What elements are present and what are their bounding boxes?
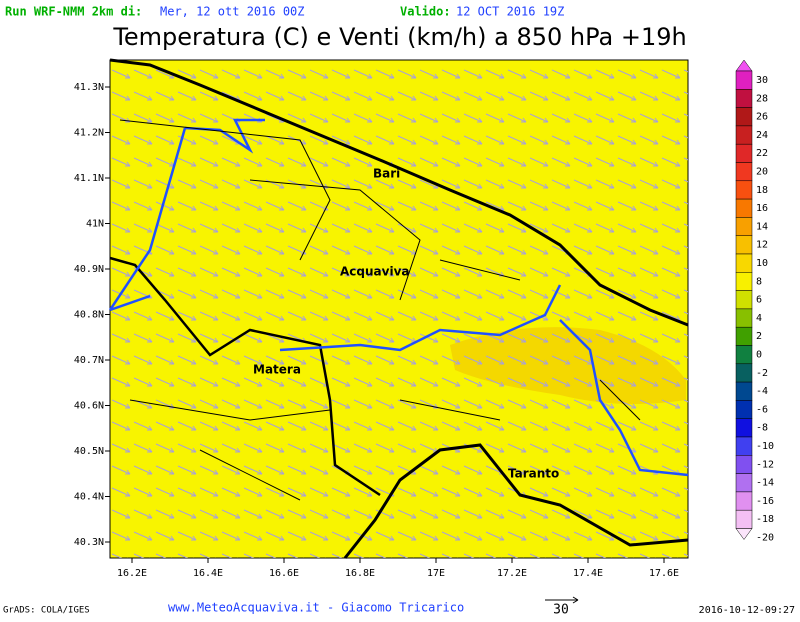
y-tick-label: 40.5N [74,446,104,457]
colorbar-label: 8 [756,276,762,287]
colorbar-label: -8 [756,423,768,434]
colorbar-box [735,326,753,346]
colorbar-box [735,400,753,419]
colorbar-label: -16 [756,496,774,507]
colorbar-box [735,125,753,145]
y-tick-label: 40.9N [74,264,104,275]
y-tick-label: 40.7N [74,355,104,366]
valid-label: Valido: [400,5,451,19]
title: Temperatura (C) e Venti (km/h) a 850 hPa… [112,23,686,51]
colorbar-label: -2 [756,368,768,379]
colorbar-box [735,363,753,383]
coastline-south [343,443,689,559]
colorbar-box [735,491,753,511]
colorbar-label: -14 [756,478,774,489]
colorbar-label: 26 [756,112,768,123]
city-label: Acquaviva [340,265,410,279]
colorbar-box [735,381,753,401]
colorbar-box [735,70,753,90]
colorbar-label: 12 [756,240,768,251]
colorbar-label: 22 [756,148,768,159]
colorbar-label: -18 [756,514,774,525]
y-tick-label: 40.8N [74,310,104,321]
colorbar: 302826242220181614121086420-2-4-6-8-10-1… [735,59,774,544]
colorbar-box [735,107,753,127]
province-border [108,118,689,477]
colorbar-label: 24 [756,130,768,141]
valid-date: 12 OCT 2016 19Z [456,5,564,19]
colorbar-box [735,345,753,365]
y-tick-label: 41.2N [74,128,104,139]
y-tick-label: 41.3N [74,82,104,93]
city-label: Matera [253,363,301,377]
colorbar-box [735,272,753,291]
colorbar-box [735,180,753,200]
colorbar-label: -12 [756,459,774,470]
x-tick-label: 17.2E [497,568,527,579]
x-tick-label: 16.2E [117,568,147,579]
y-tick-label: 40.3N [74,537,104,548]
colorbar-box [735,509,753,529]
colorbar-box [735,143,753,163]
colorbar-label: -20 [756,533,774,544]
y-tick-label: 41N [86,219,104,230]
colorbar-box [735,198,753,218]
x-tick-label: 16.4E [193,568,223,579]
run-date: Mer, 12 ott 2016 00Z [160,5,305,19]
colorbar-box [735,455,753,474]
city-label: Taranto [508,467,559,481]
colorbar-label: 28 [756,93,768,104]
colorbar-box [735,253,753,273]
x-tick-label: 16.6E [269,568,299,579]
colorbar-label: -10 [756,441,774,452]
x-tick-label: 17.6E [649,568,679,579]
x-tick-label: 17.4E [573,568,603,579]
colorbar-label: -6 [756,404,768,415]
municipal-borders [119,119,641,501]
colorbar-label: 6 [756,295,762,306]
colorbar-box [735,162,753,182]
colorbar-box [735,418,753,438]
region-border [109,256,381,497]
colorbar-box [735,290,753,310]
colorbar-label: 20 [756,167,768,178]
colorbar-label: 0 [756,350,762,361]
x-tick-label: 16.8E [345,568,375,579]
axes: 41.3N 41.2N 41.1N 41N 40.9N 40.8N 40.7N 40.6N 40… [74,82,679,579]
colorbar-label: 16 [756,203,768,214]
colorbar-bottom [735,528,753,540]
colorbar-box [735,436,753,456]
x-tick-label: 17E [427,568,445,579]
y-tick-label: 40.4N [74,492,104,503]
wind-scale-arrowhead [572,596,579,604]
software: GrADS: COLA/IGES [3,606,90,616]
timestamp: 2016-10-12-09:27 [699,605,795,616]
coastline [109,58,689,327]
colorbar-label: 30 [756,75,768,86]
colorbar-box [735,89,753,108]
colorbar-label: 10 [756,258,768,269]
colorbar-label: 4 [756,313,762,324]
colorbar-top [735,59,753,72]
city-label: Bari [373,167,400,181]
map: Bari Acquaviva Matera Taranto [108,58,689,559]
colorbar-label: 18 [756,185,768,196]
colorbar-label: 2 [756,331,762,342]
colorbar-box [735,473,753,493]
credit: www.MeteoAcquaviva.it - Giacomo Tricaric… [168,601,464,615]
colorbar-label: 14 [756,221,768,232]
y-tick-label: 41.1N [74,173,104,184]
wind-field [110,60,688,558]
y-tick-label: 40.6N [74,401,104,412]
colorbar-box [735,217,753,236]
colorbar-label: -4 [756,386,768,397]
run-label: Run WRF-NMM 2km di: [5,5,142,19]
wind-scale-label: 30 [553,603,569,618]
colorbar-box [735,235,753,255]
colorbar-box [735,308,753,328]
